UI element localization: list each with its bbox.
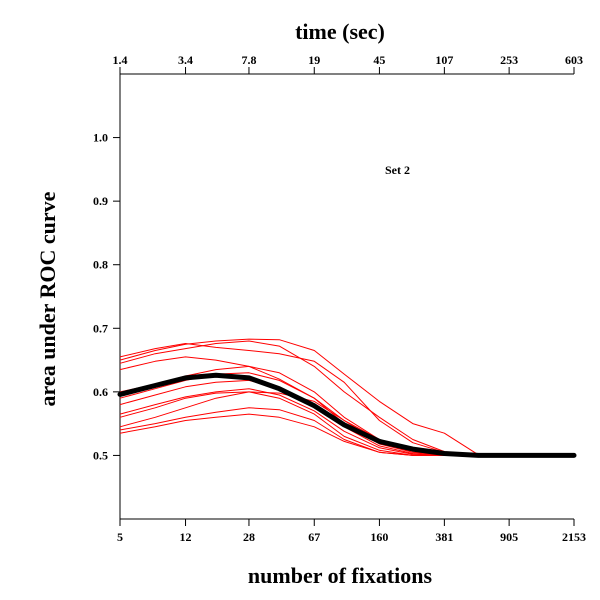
mean-series-line <box>117 372 577 458</box>
x-tick-label: 5 <box>117 530 123 544</box>
x2-tick-label: 603 <box>565 53 583 67</box>
x-tick-label: 28 <box>243 530 255 544</box>
tick-group: 5 12 28 67 160 381 905 2153 1.4 3.4 7.8 19 45 107 253 6… <box>93 53 586 544</box>
x2-tick-label: 7.8 <box>241 53 256 67</box>
y-tick-label: 1.0 <box>93 131 108 145</box>
x2-tick-label: 253 <box>500 53 518 67</box>
x-tick-label: 67 <box>308 530 320 544</box>
x2-tick-label: 19 <box>308 53 320 67</box>
x2-tick-label: 45 <box>373 53 385 67</box>
top-axis-title: time (sec) <box>295 19 385 44</box>
x-tick-label: 905 <box>500 530 518 544</box>
y-axis-title: area under ROC curve <box>35 191 60 406</box>
individual-series-line <box>119 413 574 456</box>
x-tick-label: 160 <box>370 530 388 544</box>
set-annotation: Set 2 <box>385 163 410 177</box>
y-tick-label: 0.5 <box>93 448 108 462</box>
x-tick-label: 381 <box>435 530 453 544</box>
x2-tick-label: 3.4 <box>178 53 193 67</box>
y-tick-label: 0.7 <box>93 321 108 335</box>
x2-tick-label: 107 <box>435 53 453 67</box>
y-tick-label: 0.6 <box>93 385 108 399</box>
y-tick-label: 0.8 <box>93 258 108 272</box>
individual-series-line <box>119 343 574 456</box>
individual-series-line <box>119 379 574 456</box>
y-tick-label: 0.9 <box>93 194 108 208</box>
individual-series-line <box>119 407 574 456</box>
x2-tick-label: 1.4 <box>113 53 128 67</box>
plot-area <box>117 338 577 458</box>
x-axis-title: number of fixations <box>248 563 433 588</box>
x-tick-label: 2153 <box>562 530 586 544</box>
x-tick-label: 12 <box>180 530 192 544</box>
